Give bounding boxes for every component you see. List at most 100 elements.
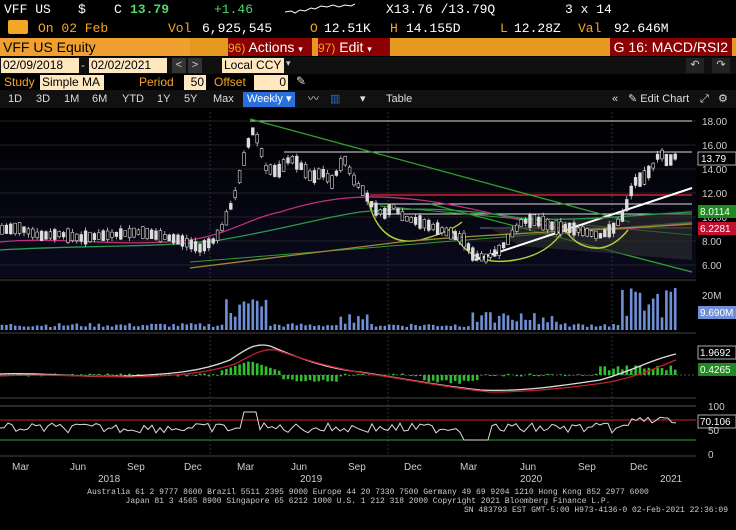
macd-histogram-bar — [225, 368, 228, 375]
quote-date: On 02 Feb — [38, 21, 109, 36]
price-bar — [154, 230, 158, 240]
price-bar — [185, 238, 189, 248]
price-bar — [246, 138, 251, 148]
macd-histogram-bar — [607, 370, 611, 375]
macd-histogram-bar — [431, 375, 435, 381]
volume-bar — [211, 326, 215, 330]
price-bar — [119, 228, 123, 240]
frequency-select[interactable]: Weekly ▾ — [243, 92, 296, 107]
rsi-panel — [0, 405, 696, 441]
price-bar — [202, 240, 207, 252]
volume-bar — [330, 325, 334, 330]
volume-bar — [13, 325, 17, 330]
macd-histogram-bar — [445, 375, 448, 381]
macd-histogram-bar — [599, 366, 602, 375]
bid-ask: X13.76 /13.79Q — [386, 2, 496, 17]
actions-menu-button[interactable]: 96) Actions ▾ — [228, 38, 312, 56]
price-bar — [655, 153, 660, 160]
end-date-field[interactable]: 02/02/2021 — [89, 58, 167, 73]
tab-6m[interactable]: 6M — [92, 93, 108, 105]
price-bar — [35, 231, 39, 239]
ma-red-tag — [698, 222, 736, 235]
undo-icon[interactable]: ↶ — [686, 58, 704, 73]
price-bar — [532, 214, 537, 226]
volume-bar — [295, 325, 299, 330]
volume-bar — [581, 324, 585, 330]
chevron-down-icon[interactable]: ▾ — [360, 93, 366, 105]
volume-bar — [445, 325, 448, 330]
price-bar — [281, 159, 286, 172]
prev-arrow-icon[interactable]: < — [172, 58, 186, 73]
price-bar — [163, 234, 167, 240]
price-tick: 12.00 — [702, 189, 727, 200]
price-bar — [545, 218, 550, 231]
price-bar — [405, 215, 409, 222]
start-date-field[interactable]: 02/09/2018 — [1, 58, 79, 73]
price-bar — [462, 232, 466, 248]
price-bar — [572, 222, 576, 236]
volume-bar — [9, 323, 13, 330]
volume-bar — [159, 323, 162, 330]
price-bar — [251, 127, 255, 136]
macd-histogram-bar — [198, 373, 202, 375]
price-bars — [0, 127, 677, 264]
price-chart[interactable]: 18.00 16.00 12.00 8.00 6.00 14.00 10.00 … — [0, 110, 736, 486]
tab-max[interactable]: Max — [213, 93, 234, 105]
chevron-down-icon[interactable]: ▾ — [286, 58, 291, 68]
line-chart-icon[interactable]: 〰 — [308, 93, 319, 105]
redo-icon[interactable]: ↷ — [712, 58, 730, 73]
edit-menu-button[interactable]: 97) Edit ▾ — [318, 38, 390, 56]
expand-icon[interactable]: ⤢ — [700, 93, 709, 105]
price-bar — [435, 222, 440, 235]
edit-chart-button[interactable]: ✎ Edit Chart — [628, 92, 689, 107]
price-bar — [616, 218, 620, 226]
volume-bar — [634, 291, 637, 330]
currency-select[interactable]: Local CCY — [222, 58, 284, 73]
chart-name[interactable]: G 16: MACD/RSI2 — [609, 38, 732, 56]
tab-5y[interactable]: 5Y — [184, 93, 198, 105]
pencil-icon[interactable]: ✎ — [296, 74, 307, 88]
macd-histogram-bar — [629, 369, 633, 375]
macd-histogram-bar — [18, 374, 21, 375]
offset-field[interactable]: 0 — [254, 75, 288, 90]
bar-chart-icon[interactable]: ▥ — [330, 93, 341, 105]
tab-1m[interactable]: 1M — [64, 93, 80, 105]
volume-bar — [260, 306, 263, 330]
macd-histogram-bar — [93, 374, 96, 375]
tab-ytd[interactable]: YTD — [122, 93, 144, 105]
settings-icon[interactable]: ⚙ — [718, 93, 728, 105]
edit-num: 97) — [318, 41, 336, 55]
macd-histogram-bar — [291, 375, 294, 380]
volume-bar — [365, 314, 369, 330]
month-label: Jun — [291, 462, 307, 473]
tab-1y[interactable]: 1Y — [157, 93, 171, 105]
table-button[interactable]: Table — [386, 93, 413, 105]
tab-3d[interactable]: 3D — [36, 93, 51, 105]
price-bar — [70, 231, 75, 241]
study-type-select[interactable]: Simple MA — [40, 75, 104, 90]
price-bar — [453, 231, 457, 241]
price-bar — [0, 225, 4, 235]
collapse-icon[interactable]: « — [612, 93, 619, 105]
price-bar — [383, 207, 387, 219]
period-field[interactable]: 50 — [184, 75, 206, 90]
next-arrow-icon[interactable]: > — [188, 58, 202, 73]
volume-bar — [348, 314, 351, 330]
volume-bar — [176, 325, 180, 330]
chevron-down-icon: ▾ — [285, 93, 292, 105]
low-label: L — [500, 21, 508, 36]
tab-1d[interactable]: 1D — [8, 93, 23, 105]
volume-bar — [299, 323, 303, 330]
price-bar — [660, 149, 664, 160]
volume-bar — [665, 290, 668, 330]
volume-bar — [396, 325, 400, 330]
volume-bar — [110, 326, 114, 330]
price-bar — [22, 226, 26, 233]
price-bar — [629, 185, 633, 197]
rsi-tag-text: 70.106 — [700, 417, 731, 428]
volume-bar — [387, 324, 391, 330]
security-field[interactable]: VFF US Equity — [0, 38, 190, 56]
macd-histogram-bar — [137, 374, 140, 375]
volume-bar — [563, 323, 567, 330]
volume-bar — [599, 325, 602, 330]
